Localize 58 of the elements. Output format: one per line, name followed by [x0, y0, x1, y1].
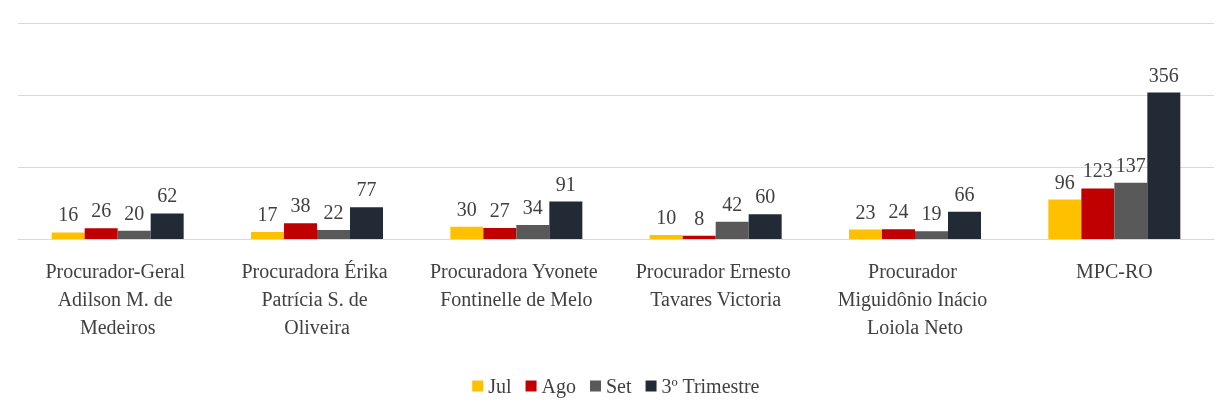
- data-label: 62: [157, 184, 178, 207]
- x-tick-label: Procuradora Érika Patrícia S. de Oliveira: [241, 260, 393, 338]
- legend-label: Ago: [541, 375, 576, 398]
- data-label: 137: [1115, 153, 1146, 176]
- data-label: 38: [290, 194, 311, 217]
- x-tick-label: Procurador Ernesto Tavares Victoria: [635, 260, 796, 310]
- bar: [1048, 199, 1082, 239]
- data-label: 26: [91, 199, 112, 222]
- data-label: 77: [356, 178, 377, 201]
- data-label: 17: [257, 203, 278, 226]
- bar: [915, 231, 948, 239]
- data-label: 91: [555, 172, 576, 195]
- x-tick-label: Procuradora Yvonete Fontinelle de Melo: [429, 260, 603, 310]
- bar: [649, 234, 683, 239]
- data-label: 19: [921, 202, 942, 225]
- bar: [715, 221, 749, 239]
- bar: [549, 201, 583, 239]
- data-label: 34: [522, 196, 543, 219]
- data-label: 22: [323, 200, 344, 223]
- bar: [117, 230, 151, 239]
- bar: [284, 223, 317, 239]
- data-label: 16: [58, 203, 79, 226]
- legend-label: Set: [605, 375, 632, 397]
- bar: [1147, 92, 1181, 239]
- data-label: 20: [124, 201, 145, 224]
- legend-label: 3º Trimestre: [661, 375, 760, 397]
- x-tick-label: MPC-RO: [1075, 260, 1153, 282]
- bar: [1081, 188, 1115, 239]
- bar: [317, 229, 350, 239]
- bar: [84, 228, 118, 239]
- x-tick-label: Procurador Miguidônio Inácio Loiola Neto: [837, 260, 993, 338]
- data-label: 30: [456, 197, 477, 220]
- data-label: 24: [888, 200, 909, 223]
- bar: [51, 232, 85, 239]
- bar: [1114, 182, 1148, 239]
- bar: [882, 229, 915, 239]
- bar: [948, 211, 981, 239]
- bar: [450, 226, 484, 239]
- data-label: 66: [954, 182, 975, 205]
- x-tick-label: Procurador-Geral Adilson M. de Medeiros: [45, 260, 190, 338]
- legend-label: Jul: [488, 375, 512, 397]
- bar: [350, 207, 383, 239]
- bar: [251, 232, 284, 239]
- data-label: 10: [656, 205, 677, 228]
- data-label: 27: [489, 198, 510, 221]
- data-label: 60: [755, 185, 776, 208]
- bar: [748, 214, 782, 239]
- data-label: 8: [694, 206, 705, 229]
- bar: [849, 229, 882, 239]
- bar: [682, 235, 716, 239]
- data-label: 23: [855, 200, 876, 223]
- bar: [516, 225, 550, 239]
- data-label: 356: [1148, 63, 1179, 86]
- data-label: 96: [1054, 170, 1075, 193]
- bar: [483, 227, 517, 239]
- data-label: 42: [722, 192, 743, 215]
- data-label: 123: [1082, 159, 1113, 182]
- bar: [150, 213, 184, 239]
